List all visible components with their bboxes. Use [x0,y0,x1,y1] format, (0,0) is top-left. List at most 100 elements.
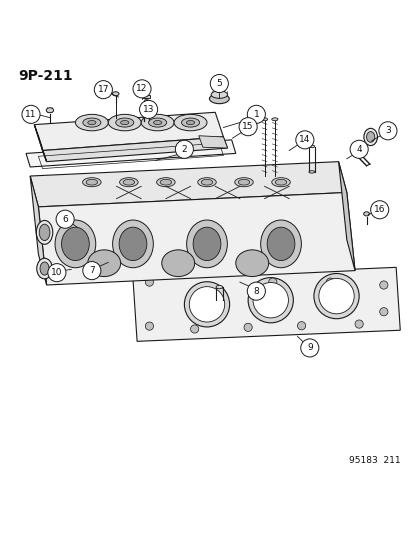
Ellipse shape [260,220,301,268]
Ellipse shape [36,221,53,244]
Text: 95183  211: 95183 211 [348,456,399,465]
Circle shape [295,131,313,149]
Text: 9: 9 [306,343,312,352]
Circle shape [190,325,198,333]
Circle shape [378,122,396,140]
Circle shape [354,320,362,328]
Text: 16: 16 [373,205,385,214]
Polygon shape [338,161,354,271]
Ellipse shape [201,179,212,185]
Text: 2: 2 [181,145,187,154]
Text: 15: 15 [242,122,253,131]
Text: 12: 12 [136,84,147,93]
Ellipse shape [115,118,133,127]
Circle shape [247,106,265,124]
Polygon shape [133,268,399,341]
Text: 14: 14 [299,135,310,144]
Ellipse shape [62,227,89,261]
Circle shape [145,278,153,286]
Circle shape [243,323,252,332]
Circle shape [247,278,293,323]
Text: 3: 3 [384,126,390,135]
Ellipse shape [46,108,54,112]
Ellipse shape [120,120,128,125]
Ellipse shape [363,212,368,216]
Bar [142,95,150,98]
Circle shape [297,321,305,330]
Text: 10: 10 [51,268,62,277]
Ellipse shape [161,250,194,277]
Circle shape [247,282,265,300]
Ellipse shape [88,120,96,125]
Circle shape [56,210,74,228]
Ellipse shape [235,250,268,277]
Ellipse shape [186,220,227,268]
Ellipse shape [160,179,171,185]
Ellipse shape [148,118,166,127]
Text: 9P-211: 9P-211 [18,69,72,83]
Ellipse shape [174,115,206,131]
Text: 11: 11 [25,110,37,119]
Ellipse shape [275,179,286,185]
Circle shape [48,264,66,282]
Ellipse shape [192,227,221,261]
Ellipse shape [119,177,138,187]
Text: 1: 1 [253,110,259,119]
Circle shape [325,278,334,286]
Ellipse shape [209,94,229,103]
Circle shape [379,308,387,316]
Circle shape [94,80,112,99]
Text: 5: 5 [216,79,222,88]
Polygon shape [26,140,235,167]
Text: 13: 13 [142,105,154,114]
Circle shape [175,140,193,158]
Circle shape [139,100,157,118]
Text: 17: 17 [97,85,109,94]
Ellipse shape [186,120,194,125]
Polygon shape [30,161,346,207]
Ellipse shape [234,177,253,187]
Polygon shape [34,125,47,161]
Ellipse shape [197,177,216,187]
Ellipse shape [308,145,314,148]
Ellipse shape [88,250,120,277]
Circle shape [210,75,228,93]
Ellipse shape [37,259,52,279]
Ellipse shape [363,128,377,146]
Polygon shape [30,176,47,285]
Ellipse shape [181,118,199,127]
Text: 7: 7 [89,266,95,275]
Ellipse shape [308,171,314,173]
Circle shape [318,278,354,314]
Circle shape [22,106,40,124]
Circle shape [145,322,153,330]
Text: 4: 4 [356,145,361,154]
Text: 8: 8 [253,287,259,296]
Circle shape [370,201,388,219]
Ellipse shape [123,179,134,185]
Ellipse shape [142,95,150,99]
Ellipse shape [366,132,374,142]
Ellipse shape [271,177,290,187]
Circle shape [300,339,318,357]
Circle shape [313,273,358,319]
Ellipse shape [86,179,97,185]
Ellipse shape [39,224,50,240]
Circle shape [83,262,101,280]
Ellipse shape [55,220,95,268]
Ellipse shape [156,177,175,187]
Polygon shape [34,112,223,150]
Ellipse shape [119,227,147,261]
Ellipse shape [83,177,101,187]
Ellipse shape [266,227,294,261]
Ellipse shape [271,118,277,120]
Circle shape [252,282,288,318]
Circle shape [349,140,367,158]
Ellipse shape [144,100,148,102]
Circle shape [268,278,276,286]
Ellipse shape [40,262,49,275]
Ellipse shape [112,92,119,96]
Circle shape [133,80,151,98]
Circle shape [379,281,387,289]
Ellipse shape [112,220,153,268]
